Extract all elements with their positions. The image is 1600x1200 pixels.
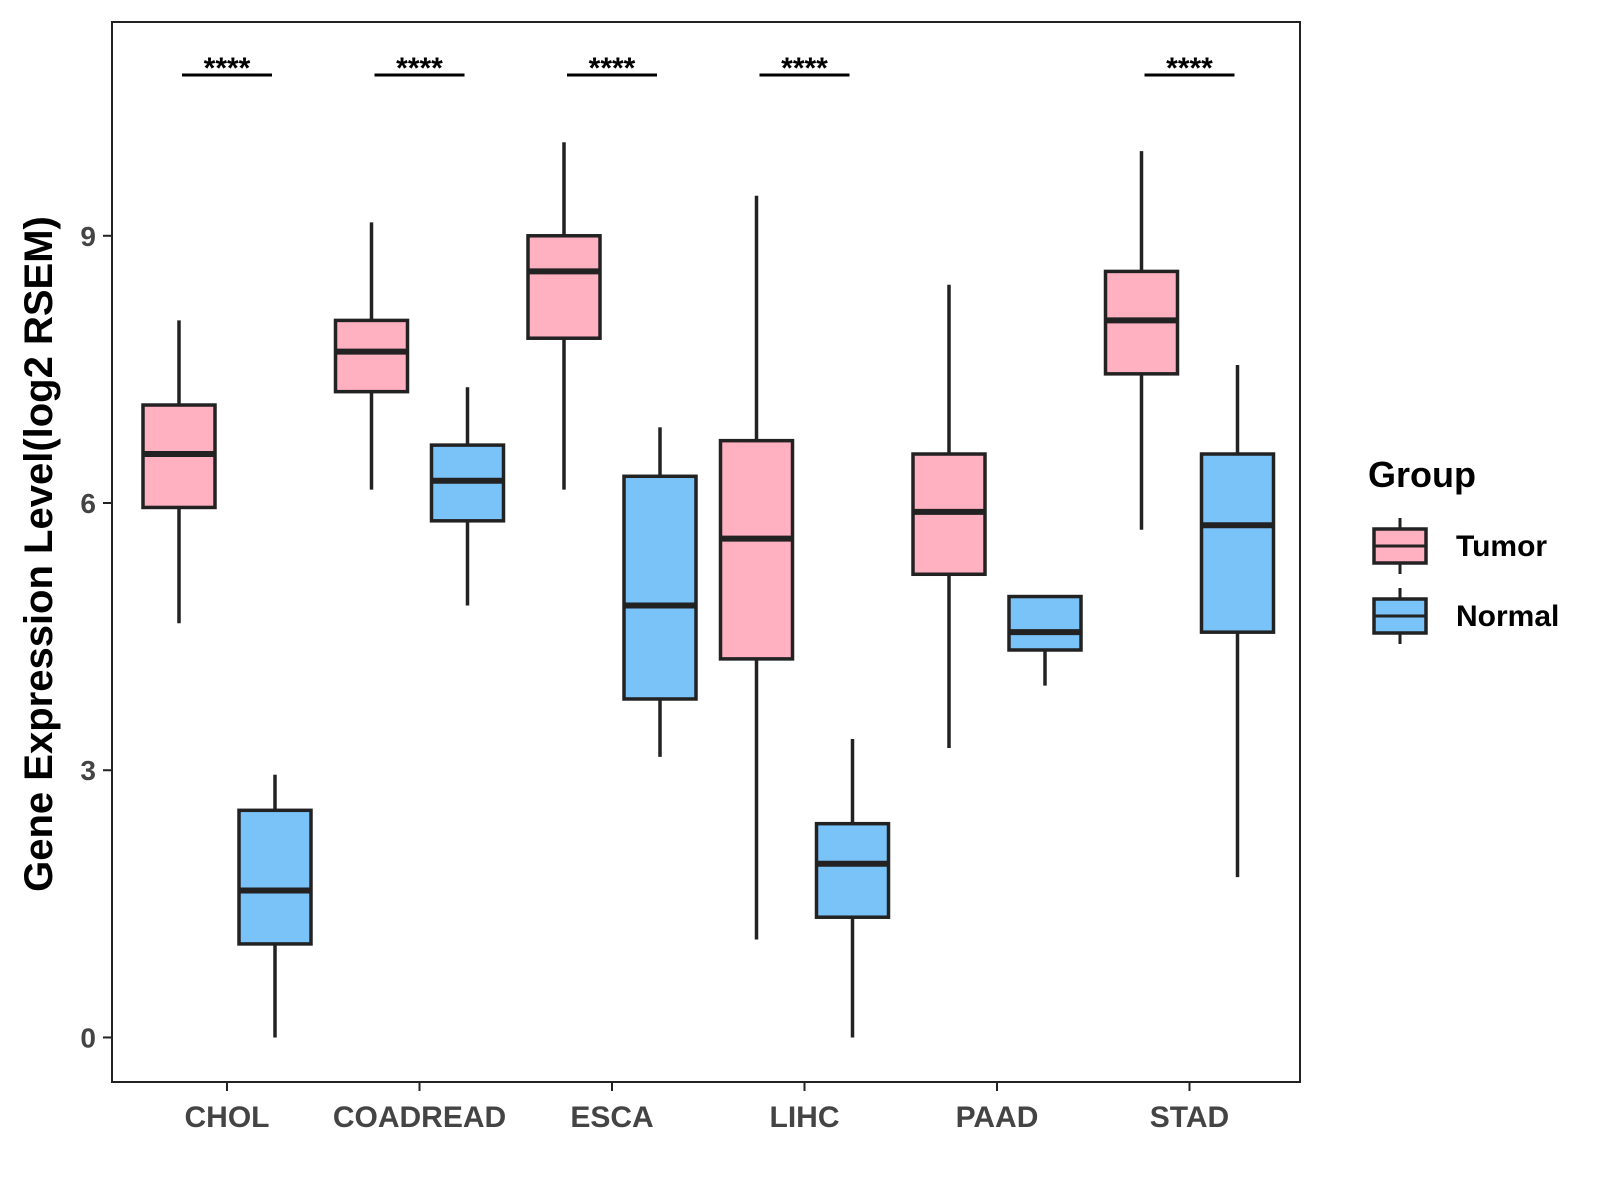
x-tick-label: LIHC [770,1101,840,1134]
box-tumor-esca [526,142,602,490]
legend-item-normal: Normal [1372,588,1559,644]
box-body [526,234,602,340]
box-body [333,318,410,394]
significance-label: **** [781,52,828,85]
x-tick-label: ESCA [570,1101,653,1134]
x-tick-label: PAAD [956,1101,1039,1134]
significance-label: **** [1166,52,1213,85]
box-normal-coadread [429,387,506,606]
significance-label: **** [204,52,251,85]
legend: Group Tumor Normal [1368,454,1559,644]
x-tick-label: COADREAD [333,1101,506,1134]
y-tick-label: 0 [80,1022,96,1053]
box-normal-esca [622,427,698,757]
box-body [1199,452,1276,634]
box-body [718,438,795,661]
legend-item-label: Normal [1456,600,1559,633]
y-axis-label: Gene Expression Level(log2 RSEM) [17,216,61,892]
box-tumor-lihc [718,195,795,940]
legend-item-label: Tumor [1456,530,1547,563]
legend-title: Group [1368,454,1476,495]
box-tumor-stad [1103,151,1180,530]
significance-label: **** [396,52,443,85]
box-body [1007,594,1083,652]
y-tick-label: 9 [80,221,96,252]
legend-item-tumor: Tumor [1372,518,1547,574]
plot-frame [111,21,1301,1083]
box-body [237,808,313,946]
box-tumor-coadread [333,222,410,490]
box-body [814,821,891,919]
x-tick-label: CHOL [185,1101,270,1134]
y-tick-label: 6 [80,488,96,519]
box-normal-lihc [814,739,891,1038]
plot-area: 0 3 6 9 CHOL COADREAD ESCA LIHC PAAD STAD **** ****… [80,52,1276,1134]
box-normal-chol [237,774,313,1038]
box-body [622,474,698,701]
y-tick-label: 3 [80,755,96,786]
significance-label: **** [589,52,636,85]
box-normal-paad [1007,594,1083,686]
box-tumor-chol [141,320,217,624]
x-tick-label: STAD [1150,1101,1229,1134]
box-normal-stad [1199,364,1276,878]
box-tumor-paad [911,284,987,748]
